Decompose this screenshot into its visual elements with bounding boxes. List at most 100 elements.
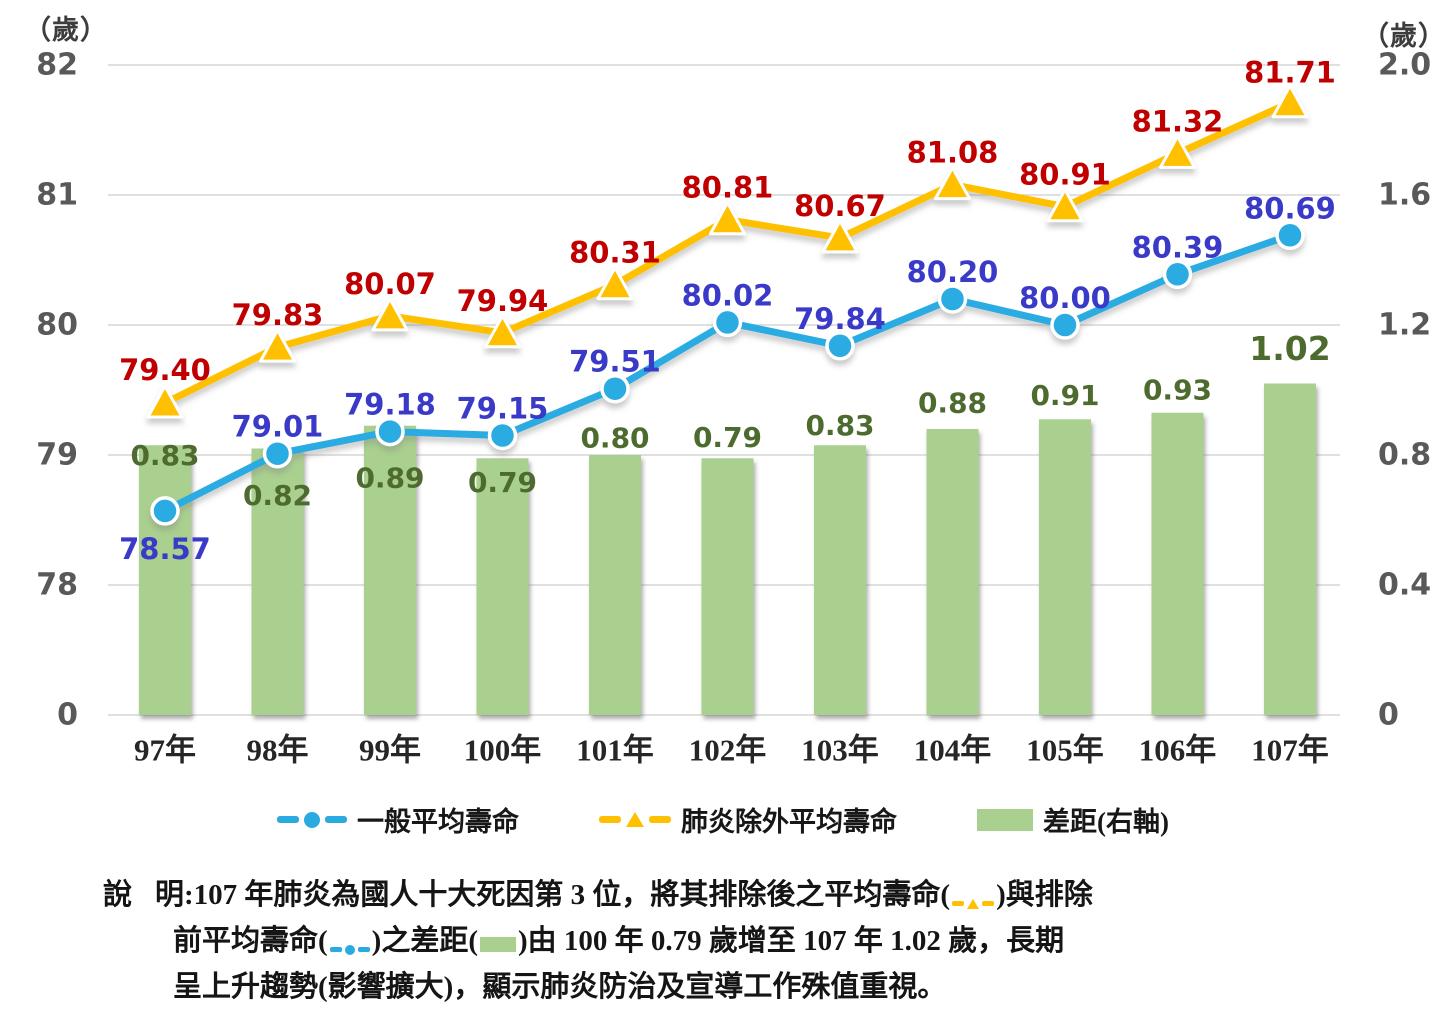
green-bar-swatch-icon [977, 808, 1033, 831]
left-axis-tick-label: 81 [36, 178, 78, 213]
right-axis-unit: （歲） [1362, 21, 1446, 51]
circle-marker [375, 416, 405, 447]
data-label: 0.88 [918, 387, 987, 420]
data-label: 0.83 [805, 409, 874, 442]
data-label: 0.79 [468, 466, 537, 499]
triangle-marker [1271, 84, 1309, 119]
legend-item-excl-pneumonia: 肺炎除外平均壽命 [599, 800, 897, 839]
data-label: 80.81 [682, 171, 774, 205]
circle-marker [937, 284, 968, 314]
footnote: 說明:107 年肺炎為國人十大死因第 3 位，將其排除後之平均壽命()與排除 前… [0, 872, 1446, 1010]
triangle-marker [1046, 188, 1084, 223]
data-label: 0.89 [355, 461, 424, 494]
data-label: 80.07 [344, 267, 436, 301]
data-label: 0.83 [130, 439, 199, 472]
bar [139, 445, 191, 715]
right-axis-tick-label: 0.4 [1378, 568, 1431, 603]
triangle-marker [146, 384, 184, 419]
data-label: 80.20 [907, 255, 999, 289]
right-axis-tick-label: 0.8 [1378, 438, 1431, 473]
data-label: 78.57 [119, 532, 211, 566]
data-label: 79.01 [232, 410, 324, 444]
circle-marker [1162, 259, 1193, 290]
data-label: 0.82 [243, 479, 312, 512]
footnote-text: )由 100 年 0.79 歲增至 107 年 1.02 歲，長期 [518, 925, 1065, 957]
data-label: 81.71 [1244, 56, 1336, 90]
x-axis-label: 106年 [1139, 733, 1217, 768]
circle-marker [1050, 310, 1080, 340]
right-axis-tick-label: 1.2 [1378, 308, 1431, 343]
footnote-line-3: 呈上升趨勢(影響擴大)，顯示肺炎防治及宣導工作殊值重視。 [173, 964, 1446, 1010]
footnote-line-1: 說明:107 年肺炎為國人十大死因第 3 位，將其排除後之平均壽命( )與排除 [103, 872, 1446, 918]
footnote-text: )與排除 [996, 879, 1093, 911]
blue-line-circle-marker-icon [277, 811, 347, 828]
x-axis-label: 107年 [1251, 733, 1329, 768]
bar [701, 458, 754, 715]
footnote-text: )之差距( [371, 925, 478, 957]
x-axis-label: 100年 [464, 733, 542, 768]
footnote-text: 明:107 年肺炎為國人十大死因第 3 位，將其排除後之平均壽命( [155, 879, 951, 911]
left-axis-tick-label: 82 [36, 48, 78, 83]
x-axis-label: 105年 [1026, 733, 1104, 768]
bar [1039, 419, 1091, 715]
x-axis-label: 102年 [689, 733, 767, 768]
data-label: 79.83 [232, 298, 324, 332]
data-label: 79.84 [794, 302, 886, 336]
bar [1151, 412, 1204, 715]
legend-label: 一般平均壽命 [357, 807, 519, 837]
data-label: 0.91 [1030, 379, 1099, 412]
line-series [146, 84, 1309, 419]
bar [814, 445, 866, 715]
left-axis-tick-label: 80 [36, 308, 78, 343]
circle-marker [1275, 220, 1305, 251]
footnote-say: 說 [103, 879, 133, 911]
bar-series [139, 383, 1316, 715]
x-axis-label: 97年 [134, 733, 196, 768]
data-label: 0.80 [580, 422, 649, 455]
triangle-marker [1159, 134, 1196, 169]
data-label: 79.18 [344, 388, 436, 422]
x-axis-label: 98年 [247, 733, 309, 768]
circle-marker [825, 331, 855, 361]
triangle-marker [259, 328, 296, 363]
left-axis-tick-label: 79 [36, 438, 78, 473]
bar [1264, 383, 1316, 715]
circle-marker [600, 373, 630, 404]
green-bar-swatch-icon [480, 937, 516, 952]
data-label: 80.91 [1019, 158, 1111, 192]
x-axis-label: 101年 [576, 733, 654, 768]
right-axis-tick-label: 1.6 [1378, 178, 1431, 213]
circle-marker [262, 438, 293, 469]
circle-marker [712, 307, 743, 338]
circle-marker [487, 420, 518, 451]
footnote-text: 呈上升趨勢(影響擴大)，顯示肺炎防治及宣導工作殊值重視。 [173, 971, 947, 1003]
data-label: 80.39 [1132, 230, 1224, 264]
data-label: 80.67 [794, 189, 886, 223]
left-axis-unit: （歲） [24, 15, 108, 45]
plot-svg: 82 81 80 79 78 0 2.0 1.6 1.2 0.8 0.4 0 97年 98年 99年 100年… [36, 48, 1431, 768]
left-axis-tick-label: 0 [57, 698, 78, 733]
right-axis-tick-label: 0 [1378, 698, 1399, 733]
data-label: 81.08 [907, 136, 999, 170]
triangle-marker [709, 201, 746, 236]
data-label: 79.51 [569, 345, 661, 379]
data-label: 80.69 [1244, 191, 1336, 225]
right-axis-tick-label: 2.0 [1378, 48, 1431, 83]
data-label: 80.00 [1019, 281, 1111, 315]
data-label: 79.94 [457, 284, 549, 318]
x-axis-label: 104年 [914, 733, 992, 768]
bar [926, 429, 979, 715]
blue-line-circle-marker-icon [329, 944, 370, 955]
legend-label: 肺炎除外平均壽命 [681, 807, 897, 837]
data-label: 79.40 [119, 353, 211, 387]
line-series [150, 220, 1305, 526]
data-label: 80.31 [569, 236, 661, 270]
bar [364, 425, 416, 715]
data-label: 1.02 [1249, 329, 1330, 368]
bar [589, 455, 641, 715]
x-axis-label: 99年 [359, 733, 421, 768]
bar [476, 458, 529, 715]
triangle-marker [371, 297, 409, 332]
triangle-marker [596, 266, 634, 301]
